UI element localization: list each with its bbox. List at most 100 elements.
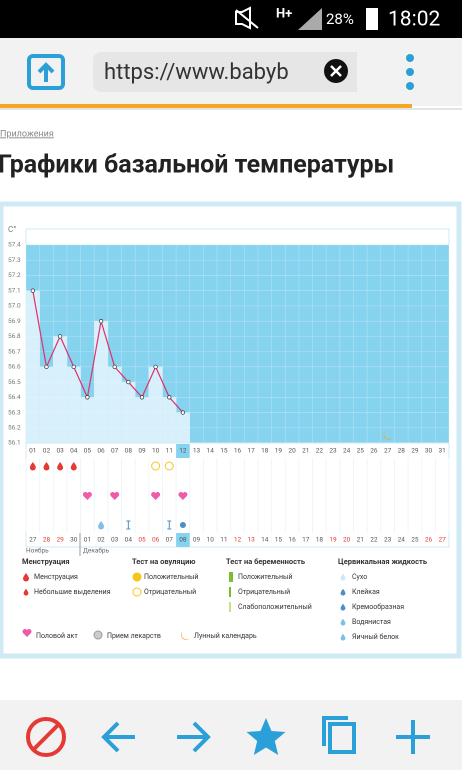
day-label: 25: [357, 447, 365, 455]
y-tick-label: 56.7: [8, 347, 21, 355]
y-tick-label: 56.2: [8, 423, 21, 431]
date-label: 24: [398, 536, 406, 544]
temperature-point: [98, 319, 104, 324]
day-label: 26: [370, 447, 378, 455]
temperature-point: [71, 364, 76, 369]
date-label: 15: [275, 536, 283, 544]
day-label: 05: [84, 447, 92, 455]
legend-extra: Лунный календарь: [194, 632, 257, 640]
heart-icon: [22, 629, 32, 637]
signal-icon: [298, 8, 322, 30]
menu-button[interactable]: [406, 54, 414, 90]
date-label: 07: [166, 536, 174, 544]
legend-item: Менструация: [34, 573, 78, 581]
url-field[interactable]: [93, 52, 357, 92]
date-label: 08: [179, 536, 187, 544]
stop-slash: [32, 723, 60, 751]
date-label: 20: [343, 536, 351, 544]
temperature-line: [32, 290, 184, 413]
temperature-point: [126, 379, 131, 385]
day-label: 03: [56, 447, 64, 455]
legend-extra: Прием лекарств: [107, 632, 161, 640]
temperature-point: [139, 395, 145, 400]
drop-icon: [98, 521, 105, 530]
ovulation-icon: [151, 461, 161, 471]
day-label: 23: [329, 447, 337, 455]
ovulation-icon: [164, 461, 174, 471]
legend-item: Сухо: [352, 573, 367, 581]
day-label: 24: [343, 447, 351, 455]
back-button[interactable]: [101, 721, 135, 753]
mute-icon: [235, 6, 259, 30]
date-label: 14: [261, 536, 269, 544]
heart-icon: [82, 492, 92, 500]
fill-column: [162, 397, 177, 444]
day-label: 13: [193, 447, 201, 455]
day-label: 12: [179, 447, 187, 455]
legend-item: Кремообразная: [352, 603, 404, 611]
legend-title: Цервикальная жидкость: [338, 557, 427, 566]
day-label: 28: [398, 447, 406, 455]
date-label: 30: [70, 536, 78, 544]
legend-extra: Половой акт: [36, 632, 78, 640]
y-tick-label: 57.4: [8, 241, 21, 249]
day-label: 20: [288, 447, 296, 455]
date-label: 02: [97, 536, 105, 544]
tabs-back: [322, 716, 348, 746]
drop-icon: [29, 462, 36, 471]
date-label: 09: [193, 536, 201, 544]
y-tick-label: 56.9: [8, 317, 21, 325]
home-icon: [27, 54, 65, 90]
fill-column: [53, 336, 68, 444]
day-label: 31: [439, 447, 446, 455]
day-label: 22: [316, 447, 324, 455]
day-label: 04: [70, 447, 78, 455]
sticky-icon: [126, 520, 131, 530]
fill-column: [134, 397, 150, 444]
clear-url-button[interactable]: [324, 59, 348, 83]
legend-item: Отрицательный: [238, 588, 290, 596]
fill-column: [107, 366, 122, 444]
plot-header: [25, 228, 450, 246]
legend-item: Водянистая: [352, 618, 391, 626]
y-tick-label: 56.3: [8, 408, 21, 416]
pill-icon: [93, 630, 103, 640]
day-label: 06: [97, 447, 105, 455]
sticky-icon: [167, 520, 172, 530]
temperature-point: [57, 334, 63, 339]
day-label: 10: [152, 447, 160, 455]
battery-label: 28%: [326, 10, 354, 28]
home-button[interactable]: [27, 54, 65, 90]
stop-button[interactable]: [26, 717, 66, 757]
y-tick-label: 57.3: [8, 256, 21, 264]
y-tick-label: 56.8: [8, 332, 21, 340]
bookmark-button[interactable]: [246, 718, 286, 755]
new-tab-button[interactable]: [396, 720, 430, 754]
temperature-point: [85, 395, 90, 400]
legend-item: Слабоположительный: [238, 603, 312, 611]
today-highlight: [176, 444, 190, 458]
date-label: 29: [56, 536, 64, 544]
y-tick-label: 56.1: [8, 439, 21, 447]
drop-icon: [340, 603, 346, 611]
drop-icon: [340, 588, 346, 596]
date-label: 13: [247, 536, 255, 544]
heart-icon: [178, 491, 188, 500]
menu-dot: [406, 54, 414, 62]
tabs-button[interactable]: [322, 716, 356, 754]
date-label: 10: [207, 536, 215, 544]
date-label: 16: [288, 536, 296, 544]
day-label: 18: [261, 447, 269, 455]
date-label: 19: [329, 536, 337, 544]
day-label: 29: [411, 447, 419, 455]
date-label: 05: [138, 536, 146, 544]
events-area: [25, 442, 450, 548]
breadcrumb[interactable]: Приложения: [0, 129, 54, 139]
day-label: 07: [111, 447, 119, 455]
legend-title: Тест на беременность: [226, 557, 305, 566]
legend-icon: [132, 587, 142, 597]
legend-icon: [229, 602, 231, 612]
forward-button[interactable]: [177, 721, 211, 753]
